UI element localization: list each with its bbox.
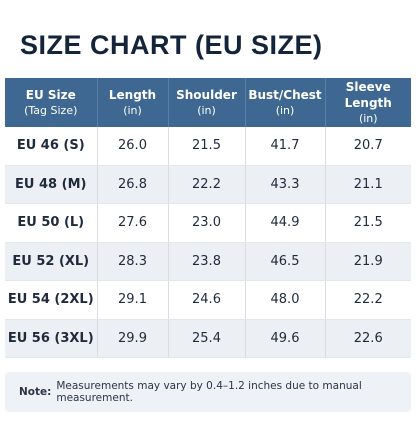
- measure-cell: 41.7: [245, 127, 326, 166]
- header-unit: (Tag Size): [24, 103, 78, 117]
- header-unit: (in): [123, 103, 142, 117]
- measure-cell: 44.9: [245, 203, 326, 243]
- header-unit: (in): [358, 111, 378, 125]
- measure-cell: 21.5: [325, 203, 411, 243]
- measure-cell: 29.9: [97, 319, 169, 358]
- header-row: EU Size (Tag Size) Length (in) Shoulder (in) B…: [5, 78, 411, 127]
- measure-cell: 29.1: [97, 280, 169, 320]
- measure-cell: 46.5: [245, 242, 326, 281]
- measure-cell: 21.1: [325, 165, 411, 204]
- measure-cell: 21.9: [325, 242, 411, 281]
- measure-cell: 22.6: [325, 319, 411, 358]
- header-label: EU Size: [25, 87, 76, 102]
- size-cell: EU 52 (XL): [5, 242, 98, 281]
- measure-cell: 20.7: [325, 127, 411, 166]
- size-cell: EU 46 (S): [5, 127, 98, 166]
- size-cell: EU 48 (M): [5, 165, 98, 204]
- header-label: Sleeve Length: [344, 79, 392, 110]
- size-cell: EU 54 (2XL): [5, 280, 98, 320]
- size-table: EU Size (Tag Size) Length (in) Shoulder (in) B…: [5, 78, 411, 358]
- measure-cell: 49.6: [245, 319, 326, 358]
- measure-cell: 23.8: [168, 242, 246, 281]
- measure-cell: 28.3: [97, 242, 169, 281]
- header-label: Shoulder: [176, 87, 237, 102]
- table-row: EU 46 (S) 26.0 21.5 41.7 20.7: [5, 127, 411, 166]
- header-unit: (in): [197, 103, 216, 117]
- measure-cell: 43.3: [245, 165, 326, 204]
- measure-cell: 23.0: [168, 203, 246, 243]
- note-text: Measurements may vary by 0.4–1.2 inches …: [56, 380, 362, 404]
- size-cell: EU 56 (3XL): [5, 319, 98, 358]
- note: Note: Measurements may vary by 0.4–1.2 i…: [5, 372, 411, 412]
- header-label: Length: [108, 87, 157, 102]
- measure-cell: 27.6: [97, 203, 169, 243]
- measure-cell: 22.2: [168, 165, 246, 204]
- table-row: EU 54 (2XL) 29.1 24.6 48.0 22.2: [5, 280, 411, 320]
- table-row: EU 50 (L) 27.6 23.0 44.9 21.5: [5, 203, 411, 243]
- note-label: Note:: [19, 386, 52, 398]
- table-row: EU 56 (3XL) 29.9 25.4 49.6 22.6: [5, 319, 411, 358]
- table-header: EU Size (Tag Size) Length (in) Shoulder (in) B…: [5, 78, 411, 127]
- title: SIZE CHART (EU SIZE): [20, 30, 323, 60]
- measure-cell: 25.4: [168, 319, 246, 358]
- measure-cell: 26.0: [97, 127, 169, 166]
- measure-cell: 26.8: [97, 165, 169, 204]
- measure-cell: 48.0: [245, 280, 326, 320]
- header-cell: Length (in): [97, 78, 169, 127]
- table-row: EU 48 (M) 26.8 22.2 43.3 21.1: [5, 165, 411, 204]
- header-cell: Bust/Chest (in): [245, 78, 326, 127]
- header-cell: Shoulder (in): [168, 78, 246, 127]
- header-cell: EU Size (Tag Size): [5, 78, 98, 127]
- size-cell: EU 50 (L): [5, 203, 98, 243]
- measure-cell: 24.6: [168, 280, 246, 320]
- header-unit: (in): [275, 103, 295, 117]
- measure-cell: 21.5: [168, 127, 246, 166]
- header-label: Bust/Chest: [248, 87, 322, 102]
- table-row: EU 52 (XL) 28.3 23.8 46.5 21.9: [5, 242, 411, 281]
- measure-cell: 22.2: [325, 280, 411, 320]
- table-body: EU 46 (S) 26.0 21.5 41.7 20.7 EU 48 (M) 26.8 22…: [5, 127, 411, 358]
- header-cell: Sleeve Length (in): [325, 78, 411, 127]
